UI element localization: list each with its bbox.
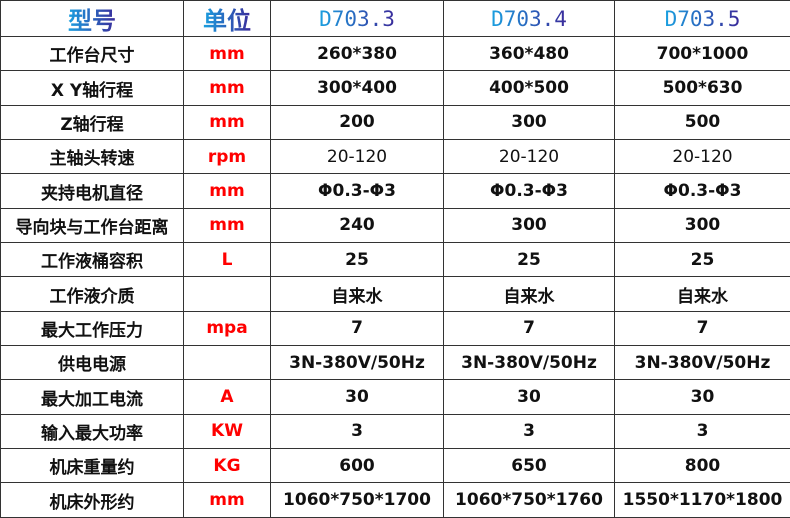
unit-cell: A — [183, 379, 271, 415]
header-model-label: 型号 — [68, 7, 116, 35]
value-cell: 25 — [443, 242, 615, 278]
param-cell: 机床重量约 — [0, 448, 184, 484]
header-model-1: D703.3 — [270, 0, 444, 37]
value-cell: 30 — [443, 379, 615, 415]
param-cell: 主轴头转速 — [0, 139, 184, 175]
table-row: Z轴行程 mm 200 300 500 — [0, 104, 790, 141]
param-cell: Z轴行程 — [0, 104, 184, 141]
value-cell: 300 — [443, 104, 615, 141]
table-row: 工作液介质 自来水 自来水 自来水 — [0, 276, 790, 312]
param-cell: 输入最大功率 — [0, 413, 184, 450]
value-cell: 25 — [270, 242, 444, 278]
unit-cell: mm — [183, 35, 271, 72]
value-cell: 400*500 — [443, 70, 615, 106]
value-cell: 1060*750*1760 — [443, 482, 615, 518]
value-cell: 20-120 — [614, 139, 790, 175]
value-cell: 自来水 — [614, 276, 790, 312]
unit-cell: KG — [183, 448, 271, 484]
table-row: X Y轴行程 mm 300*400 400*500 500*630 — [0, 70, 790, 106]
value-cell: 650 — [443, 448, 615, 484]
value-cell: 300 — [614, 207, 790, 244]
model-label: D703.5 — [664, 6, 741, 31]
header-unit: 单位 — [183, 0, 271, 37]
param-cell: 工作台尺寸 — [0, 35, 184, 72]
table-row: 工作液桶容积 L 25 25 25 — [0, 242, 790, 278]
value-cell: 7 — [614, 310, 790, 347]
table-row: 夹持电机直径 mm Φ0.3-Φ3 Φ0.3-Φ3 Φ0.3-Φ3 — [0, 173, 790, 209]
value-cell: 3 — [614, 413, 790, 450]
param-cell: 最大加工电流 — [0, 379, 184, 415]
unit-cell: mm — [183, 482, 271, 518]
value-cell: 20-120 — [270, 139, 444, 175]
unit-cell: L — [183, 242, 271, 278]
param-cell: 工作液介质 — [0, 276, 184, 312]
table-row: 导向块与工作台距离 mm 240 300 300 — [0, 207, 790, 244]
param-cell: 供电电源 — [0, 345, 184, 381]
value-cell: 500*630 — [614, 70, 790, 106]
value-cell: 20-120 — [443, 139, 615, 175]
value-cell: 700*1000 — [614, 35, 790, 72]
value-cell: 25 — [614, 242, 790, 278]
value-cell: 300*400 — [270, 70, 444, 106]
value-cell: 240 — [270, 207, 444, 244]
value-cell: 360*480 — [443, 35, 615, 72]
value-cell: 500 — [614, 104, 790, 141]
value-cell: 30 — [614, 379, 790, 415]
value-cell: 3N-380V/50Hz — [270, 345, 444, 381]
unit-cell: mm — [183, 104, 271, 141]
param-cell: 工作液桶容积 — [0, 242, 184, 278]
value-cell: 3 — [443, 413, 615, 450]
param-cell: 夹持电机直径 — [0, 173, 184, 209]
value-cell: Φ0.3-Φ3 — [270, 173, 444, 209]
table-row: 最大工作压力 mpa 7 7 7 — [0, 310, 790, 347]
model-label: D703.4 — [491, 6, 567, 31]
param-cell: 机床外形约 — [0, 482, 184, 518]
header-model-3: D703.5 — [614, 0, 790, 37]
param-cell: 最大工作压力 — [0, 310, 184, 347]
value-cell: 7 — [270, 310, 444, 347]
table-row: 最大加工电流 A 30 30 30 — [0, 379, 790, 415]
value-cell: 260*380 — [270, 35, 444, 72]
value-cell: 7 — [443, 310, 615, 347]
value-cell: 1550*1170*1800 — [614, 482, 790, 518]
value-cell: 30 — [270, 379, 444, 415]
model-label: D703.3 — [319, 6, 395, 31]
unit-cell: mm — [183, 207, 271, 244]
table-row: 机床重量约 KG 600 650 800 — [0, 448, 790, 484]
value-cell: 1060*750*1700 — [270, 482, 444, 518]
value-cell: 800 — [614, 448, 790, 484]
value-cell: 600 — [270, 448, 444, 484]
unit-cell: KW — [183, 413, 271, 450]
value-cell: 自来水 — [270, 276, 444, 312]
value-cell: Φ0.3-Φ3 — [614, 173, 790, 209]
unit-cell — [183, 276, 271, 312]
value-cell: 300 — [443, 207, 615, 244]
table-row: 主轴头转速 rpm 20-120 20-120 20-120 — [0, 139, 790, 175]
unit-cell: rpm — [183, 139, 271, 175]
table-row: 机床外形约 mm 1060*750*1700 1060*750*1760 1550*11… — [0, 482, 790, 518]
value-cell: 3N-380V/50Hz — [443, 345, 615, 381]
header-model-2: D703.4 — [443, 0, 615, 37]
table-row: 输入最大功率 KW 3 3 3 — [0, 413, 790, 450]
header-unit-label: 单位 — [203, 7, 251, 35]
table-row: 供电电源 3N-380V/50Hz 3N-380V/50Hz 3N-380V/50Hz — [0, 345, 790, 381]
value-cell: 3 — [270, 413, 444, 450]
unit-cell: mm — [183, 173, 271, 209]
value-cell: 200 — [270, 104, 444, 141]
unit-cell: mm — [183, 70, 271, 106]
header-model: 型号 — [0, 0, 184, 37]
table-row: 工作台尺寸 mm 260*380 360*480 700*1000 — [0, 35, 790, 72]
value-cell: 3N-380V/50Hz — [614, 345, 790, 381]
header-row: 型号 单位 D703.3 D703.4 D703.5 — [0, 0, 790, 37]
value-cell: 自来水 — [443, 276, 615, 312]
param-cell: X Y轴行程 — [0, 70, 184, 106]
unit-cell: mpa — [183, 310, 271, 347]
unit-cell — [183, 345, 271, 381]
param-cell: 导向块与工作台距离 — [0, 207, 184, 244]
value-cell: Φ0.3-Φ3 — [443, 173, 615, 209]
